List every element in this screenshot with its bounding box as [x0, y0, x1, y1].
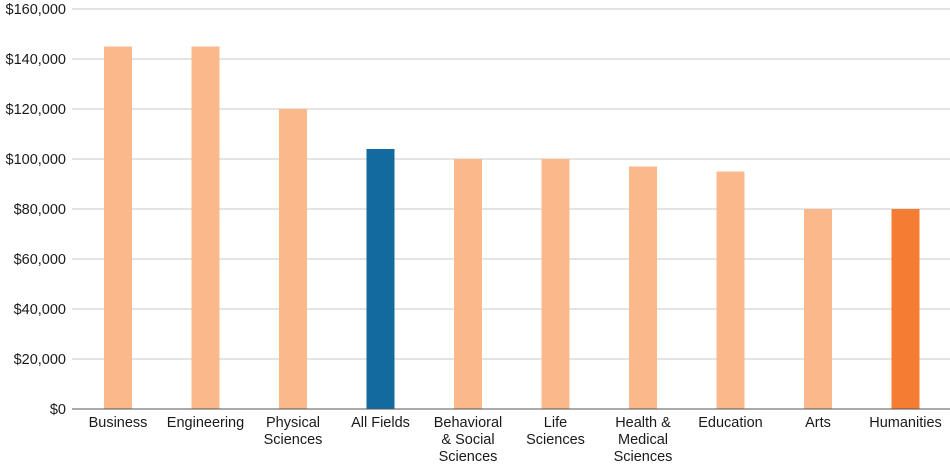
- y-tick-label: $140,000: [6, 52, 66, 68]
- y-tick-label: $60,000: [14, 252, 66, 268]
- x-tick-label: Arts: [805, 415, 831, 431]
- bar-physical-sciences: [279, 109, 307, 409]
- bar-behavioral-social-sciences: [454, 159, 482, 409]
- x-tick-label: Humanities: [869, 415, 942, 431]
- x-tick-label: Sciences: [439, 449, 498, 465]
- y-tick-label: $80,000: [14, 202, 66, 218]
- y-axis-ticks: $0 $20,000 $40,000 $60,000 $80,000 $100,000 $1…: [6, 2, 66, 418]
- x-tick-label: Behavioral: [434, 415, 503, 431]
- x-tick-label: Health &: [615, 415, 671, 431]
- x-tick-label: Sciences: [526, 432, 585, 448]
- x-tick-label: All Fields: [351, 415, 410, 431]
- bar-engineering: [191, 46, 220, 409]
- x-tick-label: Engineering: [167, 415, 244, 431]
- x-tick-label: Education: [698, 415, 763, 431]
- y-tick-label: $40,000: [14, 302, 66, 318]
- x-tick-label: Medical: [618, 432, 668, 448]
- x-tick-label: Sciences: [264, 432, 323, 448]
- bar-life-sciences: [541, 159, 570, 409]
- y-tick-label: $0: [50, 402, 66, 418]
- y-tick-label: $120,000: [6, 102, 66, 118]
- bar-health-medical-sciences: [629, 166, 657, 409]
- bar-business: [104, 46, 132, 409]
- y-tick-label: $20,000: [14, 352, 66, 368]
- bar-education: [716, 171, 745, 409]
- x-tick-label: & Social: [441, 432, 494, 448]
- y-tick-label: $160,000: [6, 2, 66, 18]
- x-tick-label: Sciences: [614, 449, 673, 465]
- bar-arts: [804, 209, 832, 409]
- x-tick-label: Life: [544, 415, 567, 431]
- bars: [104, 46, 920, 409]
- y-tick-label: $100,000: [6, 152, 66, 168]
- bar-all-fields: [366, 149, 395, 409]
- x-tick-label: Physical: [266, 415, 320, 431]
- x-tick-label: Business: [89, 415, 148, 431]
- bar-humanities: [891, 209, 920, 409]
